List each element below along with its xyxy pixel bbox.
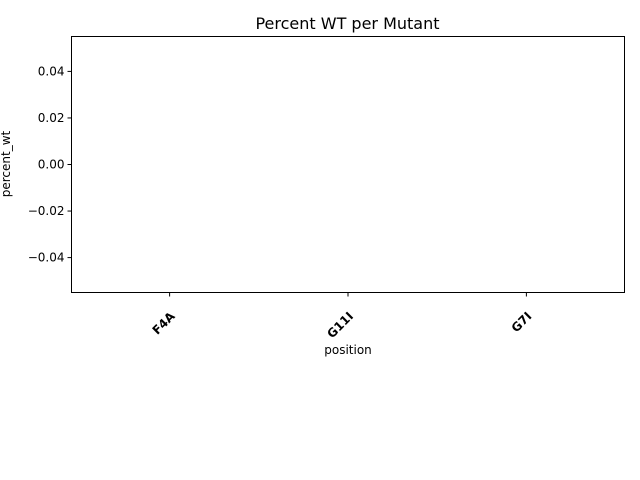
- y-tick-label: −0.02: [28, 204, 65, 218]
- y-tick-label: 0.04: [38, 64, 65, 78]
- y-tick-label: −0.04: [28, 251, 65, 265]
- y-axis-label: percent_wt: [0, 130, 13, 197]
- plot-area-frame: [71, 36, 625, 293]
- chart-title: Percent WT per Mutant: [255, 14, 439, 33]
- x-axis-label: position: [324, 343, 372, 357]
- y-axis-ticks: 0.04 0.02 0.00 −0.02 −0.04: [28, 64, 72, 265]
- y-tick-label: 0.02: [38, 111, 65, 125]
- y-tick-label: 0.00: [38, 158, 65, 172]
